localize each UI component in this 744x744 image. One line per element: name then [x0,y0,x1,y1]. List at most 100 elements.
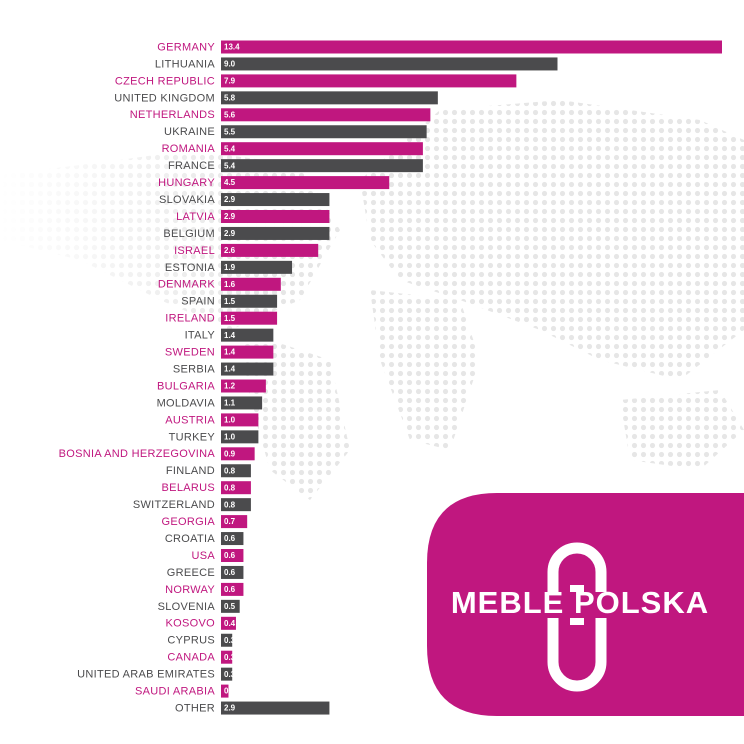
bar [221,311,278,325]
category-label: CZECH REPUBLIC [115,75,215,87]
bar [221,599,240,613]
value-label: 2.9 [224,229,236,238]
value-label: 4.5 [224,178,236,187]
bar [221,396,263,410]
value-label: 0.8 [224,466,236,475]
bar [221,498,251,512]
bar [221,430,259,444]
value-label: 1.5 [224,314,236,323]
bar [221,650,233,664]
bar [221,362,274,376]
value-label: 5.8 [224,93,236,102]
bar [221,210,330,223]
value-label: 0.6 [224,551,236,560]
bar [221,633,233,647]
category-label: NETHERLANDS [130,109,215,121]
value-label: 7.9 [224,77,236,86]
value-label: 0.7 [224,517,236,526]
category-label: SWITZERLAND [133,499,215,511]
category-label: SAUDI ARABIA [135,686,215,698]
bar [221,142,423,156]
bar [221,243,319,257]
value-label: 0.6 [224,534,236,543]
category-label: ESTONIA [165,262,216,274]
bar [221,226,330,240]
category-label: SERBIA [173,363,216,375]
category-label: SPAIN [181,296,215,308]
logo: MEBLE POLSKA [427,493,744,716]
value-label: 0.9 [224,449,236,458]
bar [221,616,236,630]
value-label: 1.2 [224,382,236,391]
value-label: 5.4 [224,144,236,153]
value-label: 1.0 [224,432,236,441]
category-label: OTHER [175,702,215,714]
value-label: 2.9 [224,704,236,713]
value-label: 0.3 [224,653,236,662]
category-label: HUNGARY [158,177,215,189]
category-label: CYPRUS [167,635,215,647]
category-label: KOSOVO [166,618,216,630]
bar [221,277,281,291]
category-label: USA [191,550,215,562]
category-label: AUSTRIA [165,414,215,426]
bar [221,549,244,562]
value-label: 0.8 [224,483,236,492]
value-label: 1.4 [224,331,236,340]
value-label: 0.4 [224,619,236,628]
value-label: 1.4 [224,365,236,374]
value-label: 1.4 [224,348,236,357]
value-label: 0.3 [224,670,236,679]
value-label: 1.0 [224,416,236,425]
value-label: 2.9 [224,212,236,221]
bar [221,565,244,579]
bar [221,125,427,139]
category-label: BELGIUM [163,228,215,240]
value-label: 5.6 [224,110,236,119]
bar [221,294,278,308]
category-label: MOLDAVIA [157,397,216,409]
category-label: GREECE [167,567,215,579]
value-label: 0.2 [224,687,236,696]
category-label: ROMANIA [162,143,216,155]
category-label: FINLAND [166,465,215,477]
category-label: UKRAINE [164,126,215,138]
bar [221,379,266,393]
category-label: BULGARIA [157,380,215,392]
value-label: 9.0 [224,60,236,69]
bar [221,176,390,190]
value-label: 5.5 [224,127,236,136]
category-label: CROATIA [165,533,216,545]
value-label: 0.8 [224,500,236,509]
bar [221,515,248,529]
category-label: TURKEY [169,431,216,443]
bar [221,260,293,274]
value-label: 5.4 [224,161,236,170]
category-label: SLOVENIA [158,601,216,613]
category-label: GERMANY [157,41,215,53]
value-label: 0.6 [224,585,236,594]
category-label: UNITED KINGDOM [114,92,215,104]
value-label: 13.4 [224,43,240,52]
bar [221,108,431,122]
bar [221,464,251,478]
bar [221,159,423,173]
category-label: DENMARK [158,279,215,291]
category-label: UNITED ARAB EMIRATES [77,669,215,681]
category-label: GEORGIA [162,516,216,528]
category-label: ITALY [185,330,216,342]
bar [221,481,251,495]
category-label: NORWAY [165,584,215,596]
category-label: SWEDEN [165,347,215,359]
value-label: 0.3 [224,636,236,645]
category-label: SLOVAKIA [159,194,215,206]
value-label: 1.5 [224,297,236,306]
category-label: ISRAEL [174,245,215,257]
bar [221,684,229,698]
bar [221,40,722,54]
bar [221,413,259,427]
category-label: LITHUANIA [155,58,216,70]
category-label: CANADA [167,652,215,664]
value-label: 0.5 [224,602,236,611]
